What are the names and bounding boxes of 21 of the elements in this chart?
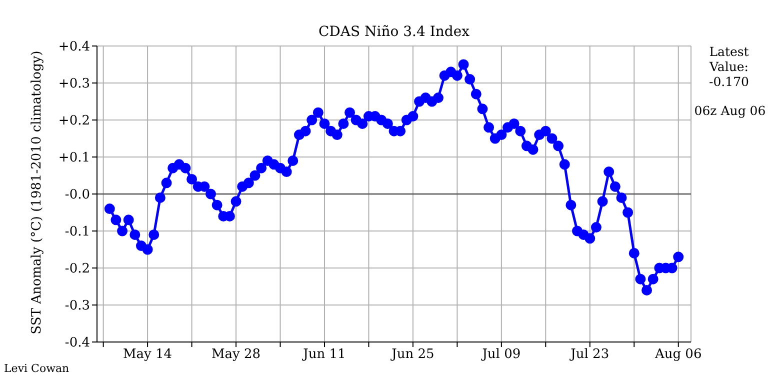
x-tick-label: Jul 09 [480,347,521,362]
y-tick-label: -0.1 [64,224,90,240]
text: 06z Aug 06 [693,103,767,118]
y-tick-label: +0.1 [58,150,90,166]
y-tick-label: +0.2 [58,114,90,129]
text: Latest Value: -0.170 [708,44,750,89]
chart-title: CDAS Niño 3.4 Index [317,24,471,40]
y-tick-label: -0.3 [64,298,90,314]
x-tick-label: Jun 25 [390,347,434,362]
y-tick-label: -0.4 [64,336,90,351]
y-axis-title: SST Anomaly (°C) (1981-2010 climatology) [30,50,44,336]
y-tick-label: +0.4 [58,40,90,55]
y-tick-label: +0.3 [58,76,90,92]
x-tick-label: Jul 23 [568,347,610,362]
y-tick-label: -0.2 [64,262,90,277]
x-tick-label: May 28 [211,347,261,362]
x-tick-label: Jun 11 [301,347,346,362]
text: Levi Cowan [4,362,70,375]
y-tick-label: -0.0 [64,188,90,203]
x-tick-label: Aug 06 [654,347,702,362]
x-tick-label: May 14 [123,347,172,362]
